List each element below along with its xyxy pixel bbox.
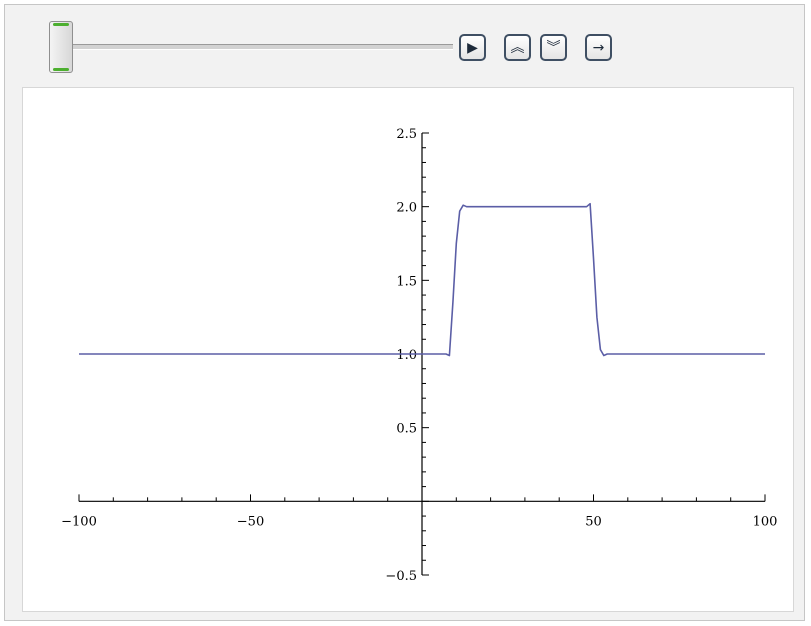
slider-track[interactable]	[61, 44, 453, 50]
x-tick-label: −50	[237, 514, 264, 529]
manipulate-panel: ▶ ︽ ︾ → −100 −50 50 100 −0.5 0.5 1.0 1.5 2.0 2.5	[4, 4, 805, 621]
plot-area: −100 −50 50 100 −0.5 0.5 1.0 1.5 2.0 2.5	[22, 87, 794, 612]
y-tick-label: 1.5	[396, 274, 417, 289]
faster-button[interactable]: ︽	[504, 34, 531, 61]
y-tick-label: 0.5	[396, 422, 417, 437]
slider-thumb[interactable]	[49, 21, 73, 73]
y-tick-label: 2.0	[396, 201, 417, 216]
double-chevron-down-icon: ︾	[547, 41, 561, 55]
x-tick-label: 50	[585, 514, 602, 529]
y-tick-label: −0.5	[385, 569, 417, 584]
play-button[interactable]: ▶	[459, 34, 486, 61]
line-chart: −100 −50 50 100 −0.5 0.5 1.0 1.5 2.0 2.5	[23, 88, 793, 611]
double-chevron-up-icon: ︽	[511, 41, 525, 55]
arrow-right-icon: →	[593, 41, 605, 55]
slower-button[interactable]: ︾	[540, 34, 567, 61]
play-icon: ▶	[467, 41, 478, 55]
animation-controls: ▶ ︽ ︾ →	[5, 5, 804, 85]
y-tick-label: 2.5	[396, 127, 417, 142]
direction-button[interactable]: →	[585, 34, 612, 61]
x-tick-label: −100	[61, 514, 97, 529]
x-tick-label: 100	[753, 514, 778, 529]
y-tick-label: 1.0	[396, 348, 417, 363]
